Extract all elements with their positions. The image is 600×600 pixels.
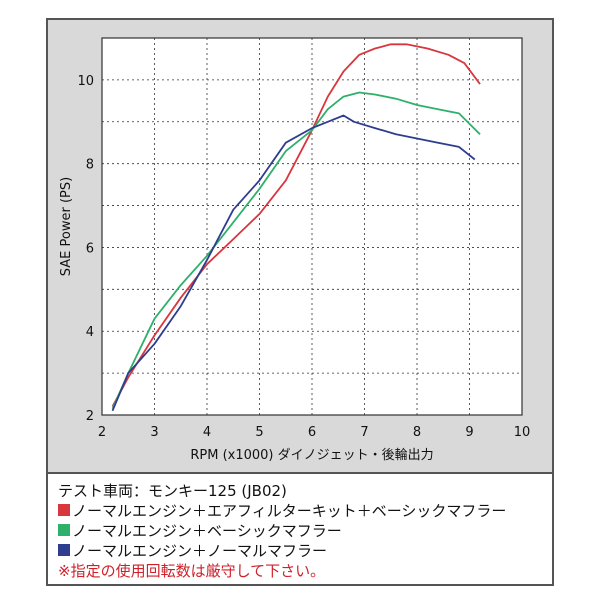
legend-swatch-blue [58, 544, 70, 556]
y-tick-label: 2 [86, 409, 94, 424]
x-tick-label: 7 [360, 425, 368, 440]
legend-swatch-red [58, 504, 70, 516]
legend-swatch-green [58, 524, 70, 536]
y-axis-title: SAE Power (PS) [59, 177, 74, 276]
chart-frame: 2 3 4 5 6 7 8 9 10 2 4 6 8 10 RPM (x1000) ダイノジェット・後輪出力… [46, 18, 554, 586]
y-tick-label: 6 [86, 241, 94, 256]
x-tick-label: 10 [514, 425, 531, 440]
series-line-1 [111, 91, 481, 410]
legend: テスト車両：モンキー125 (JB02) ノーマルエンジン＋エアフィルターキット… [48, 472, 552, 584]
x-tick-label: 4 [203, 425, 211, 440]
plot-background [101, 37, 523, 416]
x-axis-title: RPM (x1000) ダイノジェット・後輪出力 [190, 447, 433, 463]
y-tick-label: 4 [86, 325, 94, 340]
x-tick-label: 8 [413, 425, 421, 440]
legend-item-red: ノーマルエンジン＋エアフィルターキット＋ベーシックマフラー [58, 500, 552, 520]
legend-item-green: ノーマルエンジン＋ベーシックマフラー [58, 520, 552, 540]
series-line-2 [111, 114, 476, 412]
legend-title-text: テスト車両：モンキー125 (JB02) [58, 481, 287, 500]
legend-label-green: ノーマルエンジン＋ベーシックマフラー [72, 521, 342, 540]
x-tick-label: 6 [308, 425, 316, 440]
legend-title: テスト車両：モンキー125 (JB02) [58, 480, 552, 500]
y-tick-label: 10 [77, 74, 94, 89]
x-tick-label: 2 [98, 425, 106, 440]
plot-area: 2 3 4 5 6 7 8 9 10 2 4 6 8 10 RPM (x1000) ダイノジェット・後輪出力… [48, 20, 552, 470]
x-tick-label: 3 [150, 425, 158, 440]
usage-note-text: ※指定の使用回転数は厳守して下さい。 [58, 561, 326, 580]
legend-label-blue: ノーマルエンジン＋ノーマルマフラー [72, 541, 328, 560]
y-tick-label: 8 [86, 158, 94, 173]
legend-item-blue: ノーマルエンジン＋ノーマルマフラー [58, 540, 552, 560]
series-line-0 [111, 43, 481, 408]
x-tick-label: 5 [255, 425, 263, 440]
usage-note: ※指定の使用回転数は厳守して下さい。 [58, 560, 552, 580]
x-tick-label: 9 [465, 425, 473, 440]
power-chart: 2 3 4 5 6 7 8 9 10 2 4 6 8 10 RPM (x1000) ダイノジェット・後輪出力… [59, 37, 531, 463]
legend-label-red: ノーマルエンジン＋エアフィルターキット＋ベーシックマフラー [72, 501, 507, 520]
